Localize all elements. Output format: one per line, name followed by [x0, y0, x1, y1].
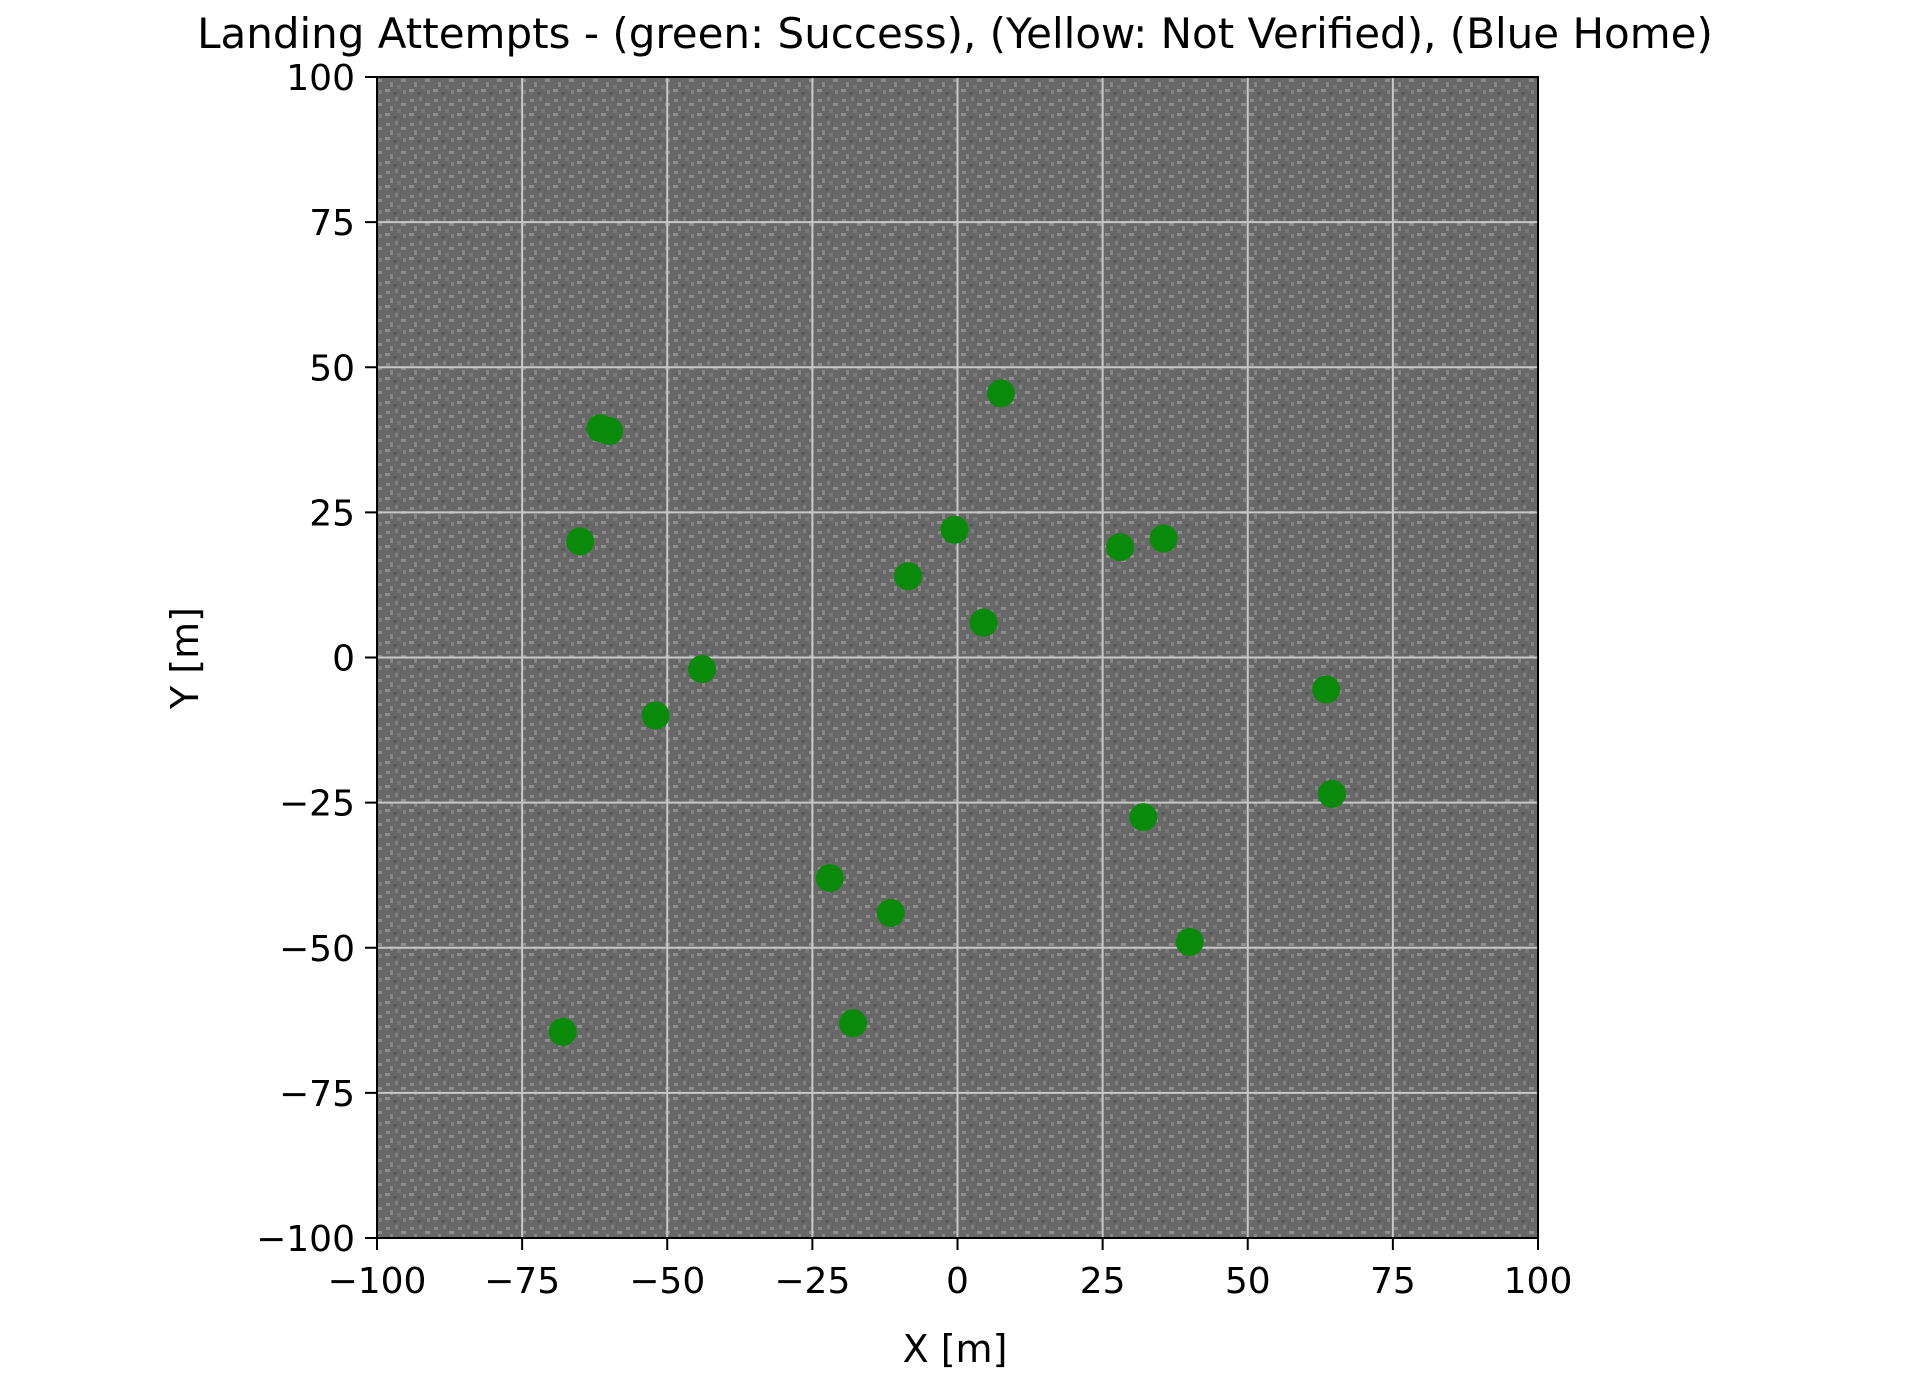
x-tick-label: 0	[946, 1261, 969, 1302]
y-tick-label: 25	[309, 493, 355, 534]
data-point	[987, 379, 1016, 408]
x-tick-label: −50	[629, 1261, 705, 1302]
y-axis-ticks: −100 −75 −50 −25 0 25 50 75 100	[256, 58, 377, 1260]
y-tick-label: −75	[279, 1074, 355, 1115]
data-point	[1175, 927, 1204, 956]
data-point	[969, 608, 998, 637]
data-point	[876, 898, 905, 927]
data-point	[566, 527, 595, 556]
data-point	[1317, 779, 1346, 808]
data-point	[1312, 675, 1341, 704]
data-point	[595, 417, 624, 446]
x-tick-label: 50	[1225, 1261, 1271, 1302]
y-tick-label: 50	[309, 348, 355, 389]
y-tick-label: −100	[256, 1219, 355, 1260]
chart-title: Landing Attempts - (green: Success), (Ye…	[197, 9, 1713, 58]
x-tick-label: −25	[774, 1261, 850, 1302]
y-tick-label: −50	[279, 929, 355, 970]
data-points	[548, 379, 1346, 1046]
data-point	[1149, 524, 1178, 553]
x-tick-label: −100	[328, 1261, 427, 1302]
data-point	[940, 515, 969, 544]
data-point	[839, 1009, 868, 1038]
y-tick-label: 75	[309, 203, 355, 244]
data-point	[894, 562, 923, 591]
y-axis-label: Y [m]	[163, 607, 207, 710]
data-point	[548, 1017, 577, 1046]
data-point	[1129, 803, 1158, 832]
y-tick-label: −25	[279, 784, 355, 825]
data-point	[688, 655, 717, 684]
x-tick-label: −75	[484, 1261, 560, 1302]
x-tick-label: 75	[1370, 1261, 1416, 1302]
x-tick-label: 100	[1504, 1261, 1573, 1302]
data-point	[1106, 533, 1135, 562]
x-axis-ticks: −100 −75 −50 −25 0 25 50 75 100	[328, 1238, 1573, 1302]
y-tick-label: 100	[286, 58, 355, 99]
data-point	[815, 864, 844, 893]
x-axis-label: X [m]	[903, 1327, 1008, 1371]
y-tick-label: 0	[332, 639, 355, 680]
x-tick-label: 25	[1080, 1261, 1126, 1302]
data-point	[641, 701, 670, 730]
